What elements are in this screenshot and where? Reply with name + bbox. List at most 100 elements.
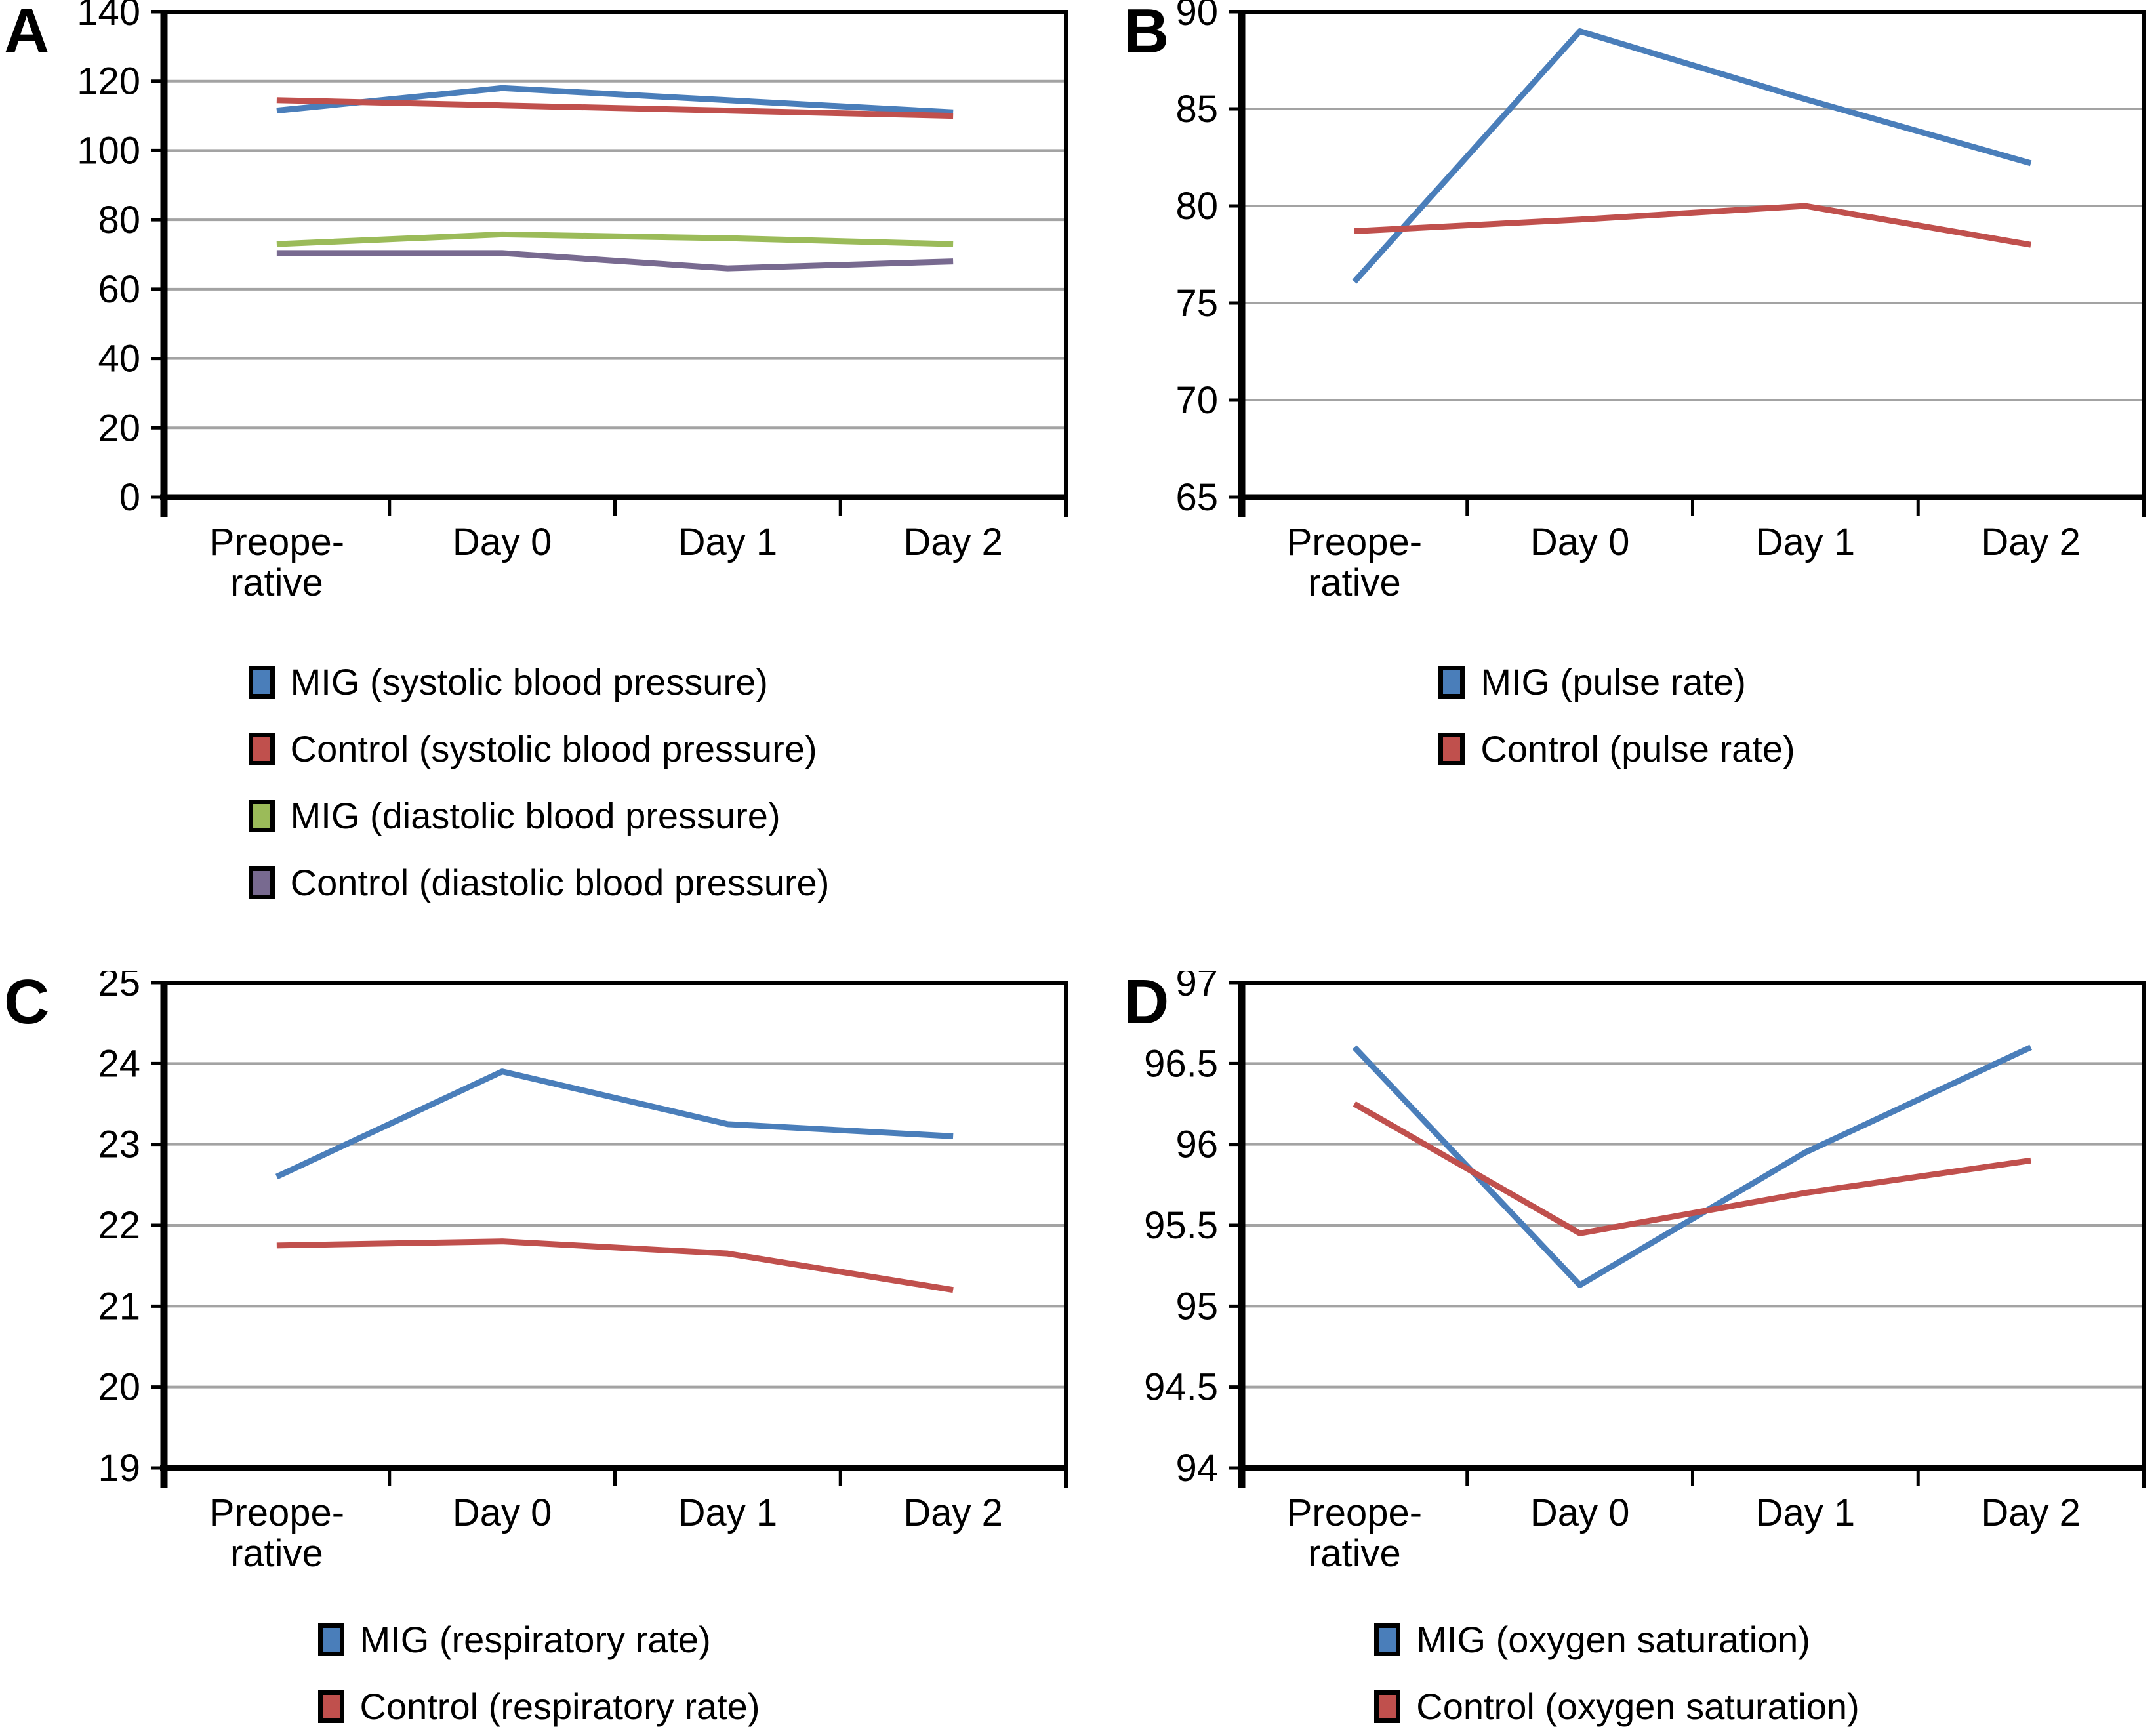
legend-label: MIG (diastolic blood pressure) [290, 795, 781, 836]
legend-swatch-icon [248, 800, 275, 832]
series-line [276, 1238, 954, 1293]
x-tick-label: Preope- [1287, 1492, 1422, 1534]
series-line [1352, 1044, 2033, 1288]
legend-label: Control (diastolic blood pressure) [290, 862, 830, 903]
y-tick-label: 94.5 [1144, 1366, 1218, 1409]
y-tick-label: 23 [98, 1124, 140, 1166]
x-tick-label: Day 1 [1756, 1492, 1856, 1534]
x-tick-label: Day 0 [1530, 521, 1630, 563]
legend-item: MIG (systolic blood pressure) [248, 661, 830, 702]
y-tick-label: 140 [77, 0, 140, 33]
x-tick-label: Day 0 [453, 1492, 552, 1534]
x-tick-label: rative [1308, 561, 1401, 604]
series-line [276, 97, 954, 119]
y-tick-label: 100 [77, 129, 140, 172]
y-tick-label: 60 [98, 268, 140, 311]
legend-swatch-icon [1438, 666, 1465, 699]
legend-item: Control (systolic blood pressure) [248, 728, 830, 769]
x-tick-label: rative [230, 561, 323, 604]
x-tick-label: Day 1 [678, 1492, 778, 1534]
legend-label: MIG (systolic blood pressure) [290, 661, 768, 702]
x-tick-label: rative [230, 1532, 323, 1575]
y-tick-label: 0 [119, 476, 140, 519]
legend-item: MIG (oxygen saturation) [1374, 1621, 1859, 1658]
y-tick-label: 75 [1175, 282, 1218, 325]
legend-label: Control (systolic blood pressure) [290, 728, 817, 769]
legend-swatch-icon [1438, 733, 1465, 765]
y-tick-label: 19 [98, 1447, 140, 1490]
legend-item: Control (diastolic blood pressure) [248, 862, 830, 903]
y-tick-label: 24 [98, 1042, 140, 1085]
y-tick-label: 97 [1175, 971, 1218, 1004]
y-tick-label: 20 [98, 1366, 140, 1409]
legend-label: Control (pulse rate) [1480, 728, 1795, 769]
y-tick-label: 22 [98, 1204, 140, 1247]
legend-a: MIG (systolic blood pressure) Control (sy… [248, 661, 830, 903]
legend-item: MIG (diastolic blood pressure) [248, 795, 830, 836]
x-tick-label: Day 2 [1981, 521, 2081, 563]
x-tick-label: Preope- [209, 1492, 344, 1534]
y-tick-label: 96 [1175, 1124, 1218, 1166]
panel-a-label: A [4, 0, 50, 66]
legend-swatch-icon [248, 666, 275, 699]
y-tick-label: 96.5 [1144, 1042, 1218, 1085]
y-tick-label: 25 [98, 971, 140, 1004]
panel-a-blood-pressure: A 0 20 40 60 80 100 120 140 Preope-rative Day 0 Da… [0, 0, 1078, 971]
legend-c: MIG (respiratory rate) Control (respirato… [317, 1619, 760, 1727]
x-tick-label: Day 2 [1981, 1492, 2081, 1534]
legend-label: MIG (oxygen saturation) [1416, 1619, 1810, 1660]
legend-item: MIG (pulse rate) [1438, 664, 1795, 701]
panel-b-pulse-rate: B 65 70 75 80 85 90 Preope-rative Day 0 Day 1 Day… [1078, 0, 2156, 971]
legend-swatch-icon [1374, 1623, 1401, 1656]
legend-item: MIG (respiratory rate) [317, 1619, 760, 1660]
x-tick-label: Preope- [209, 521, 344, 563]
chart-d-oxygen-saturation: 94 94.5 95 95.5 96 96.5 97 Preope-rative Day 0 Da… [1144, 971, 2146, 1575]
chart-b-pulse-rate: 65 70 75 80 85 90 Preope-rative Day 0 Day 1 Day 2 [1175, 0, 2146, 604]
legend-swatch-icon [248, 733, 275, 765]
x-tick-label: Day 1 [1756, 521, 1856, 563]
x-tick-label: Day 1 [678, 521, 778, 563]
x-tick-label: Day 2 [903, 1492, 1003, 1534]
legend-item: Control (oxygen saturation) [1374, 1686, 1860, 1727]
legend-b: MIG (pulse rate) Control (pulse rate) [1438, 664, 1795, 767]
chart-a-blood-pressure: 0 20 40 60 80 100 120 140 Preope-rative Day 0 Day … [77, 0, 1068, 604]
y-tick-label: 120 [77, 60, 140, 103]
y-tick-label: 20 [98, 407, 140, 449]
series-line [276, 231, 954, 247]
chart-c-respiratory-rate: 19 20 21 22 23 24 25 Preope-rative Day 0 Day 1 Day… [98, 971, 1068, 1575]
series-line [1353, 1101, 2031, 1236]
y-tick-label: 85 [1175, 88, 1218, 131]
legend-item: Control (respiratory rate) [317, 1686, 760, 1727]
series-line [276, 250, 954, 272]
x-tick-label: Preope- [1287, 521, 1422, 563]
panel-c-respiratory-rate: C 19 20 21 22 23 24 25 Preope-rative Day 0 Day 1 D… [0, 967, 1078, 1725]
y-tick-label: 80 [1175, 185, 1218, 228]
x-tick-label: Day 0 [1530, 1492, 1630, 1534]
series-line [276, 85, 954, 115]
legend-label: Control (respiratory rate) [359, 1686, 760, 1727]
panel-d-label: D [1124, 967, 1170, 1037]
legend-label: Control (oxygen saturation) [1416, 1686, 1860, 1727]
legend-swatch-icon [248, 866, 275, 899]
x-tick-label: Day 0 [453, 521, 552, 563]
series-line [1352, 28, 2032, 284]
series-line [1354, 203, 2031, 248]
y-tick-label: 40 [98, 338, 140, 380]
y-tick-label: 70 [1175, 379, 1218, 422]
legend-d: MIG (oxygen saturation) Control (oxygen s… [1374, 1621, 1860, 1727]
series-line [275, 1068, 954, 1180]
panel-d-oxygen-saturation: D 94 94.5 95 95.5 96 96.5 97 Preope-rative Day 0… [1078, 967, 2156, 1725]
y-tick-label: 95 [1175, 1285, 1218, 1328]
panel-b-label: B [1124, 0, 1170, 66]
legend-swatch-icon [317, 1623, 344, 1656]
x-tick-label: rative [1308, 1532, 1401, 1575]
y-tick-label: 94 [1175, 1447, 1218, 1490]
y-tick-label: 95.5 [1144, 1204, 1218, 1247]
y-tick-label: 80 [98, 199, 140, 241]
panel-c-label: C [4, 967, 50, 1037]
y-tick-label: 90 [1175, 0, 1218, 33]
legend-label: MIG (respiratory rate) [359, 1619, 711, 1660]
legend-item: Control (pulse rate) [1438, 731, 1795, 767]
x-tick-label: Day 2 [903, 521, 1003, 563]
